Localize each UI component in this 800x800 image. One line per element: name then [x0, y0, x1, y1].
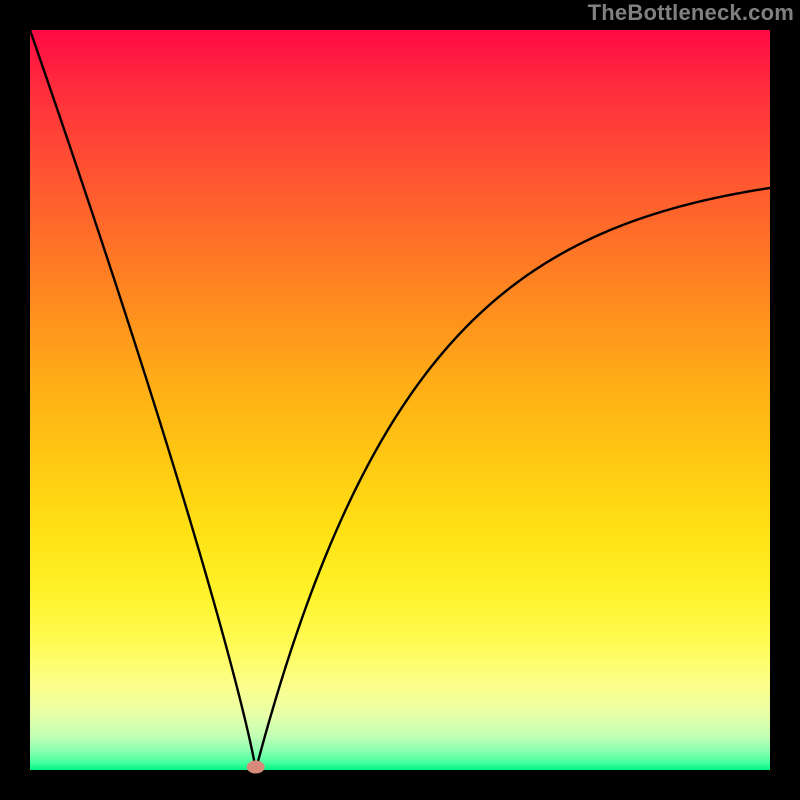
optimum-marker	[247, 761, 265, 774]
chart-container: TheBottleneck.com	[0, 0, 800, 800]
plot-gradient	[30, 30, 770, 770]
chart-svg	[0, 0, 800, 800]
watermark-text: TheBottleneck.com	[588, 0, 794, 26]
